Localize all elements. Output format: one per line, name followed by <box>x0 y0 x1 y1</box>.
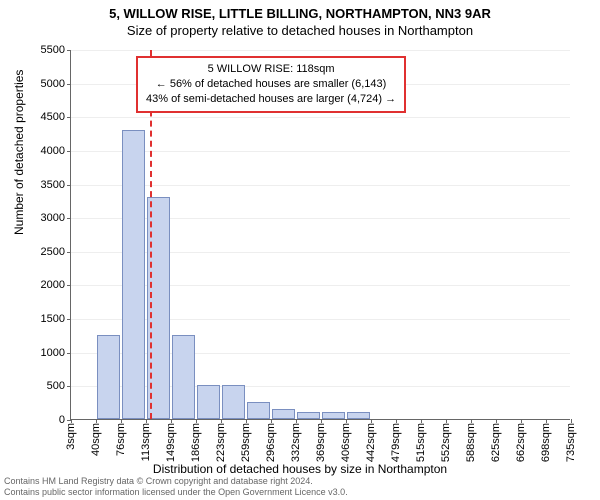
y-tick-mark <box>67 117 71 118</box>
gridline <box>71 50 570 51</box>
y-tick-label: 2500 <box>41 246 65 258</box>
x-tick-label: 113sqm <box>140 423 152 461</box>
x-tick-label: 149sqm <box>165 423 177 462</box>
y-tick-label: 500 <box>47 380 65 392</box>
histogram-bar <box>172 335 196 419</box>
info-box-line: 43% of semi-detached houses are larger (… <box>146 92 396 107</box>
y-tick-mark <box>67 84 71 85</box>
x-tick-label: 76sqm <box>115 423 127 456</box>
chart-title: 5, WILLOW RISE, LITTLE BILLING, NORTHAMP… <box>0 0 600 38</box>
histogram-bar <box>297 412 321 419</box>
y-tick-label: 5500 <box>41 44 65 56</box>
x-tick-label: 3sqm <box>65 423 77 450</box>
y-tick-label: 1000 <box>41 347 65 359</box>
plot-region: 0500100015002000250030003500400045005000… <box>70 50 570 420</box>
histogram-bar <box>97 335 121 419</box>
y-tick-label: 3000 <box>41 212 65 224</box>
title-line-1: 5, WILLOW RISE, LITTLE BILLING, NORTHAMP… <box>0 6 600 21</box>
y-tick-label: 5000 <box>41 78 65 90</box>
x-tick-label: 515sqm <box>415 423 427 462</box>
histogram-bar <box>347 412 371 419</box>
histogram-bar <box>247 402 271 419</box>
histogram-bar <box>272 409 296 419</box>
x-tick-label: 588sqm <box>465 423 477 462</box>
x-tick-label: 625sqm <box>490 423 502 462</box>
gridline <box>71 117 570 118</box>
info-box-line: ← 56% of detached houses are smaller (6,… <box>146 77 396 92</box>
x-axis-label: Distribution of detached houses by size … <box>0 462 600 476</box>
attribution-footer: Contains HM Land Registry data © Crown c… <box>4 476 348 498</box>
histogram-bar <box>122 130 146 419</box>
x-tick-label: 369sqm <box>315 423 327 462</box>
y-tick-mark <box>67 386 71 387</box>
y-tick-label: 4000 <box>41 145 65 157</box>
y-tick-mark <box>67 50 71 51</box>
x-tick-label: 735sqm <box>565 423 577 462</box>
title-line-2: Size of property relative to detached ho… <box>0 23 600 38</box>
x-tick-label: 406sqm <box>340 423 352 462</box>
y-tick-label: 2000 <box>41 279 65 291</box>
y-tick-mark <box>67 285 71 286</box>
y-tick-label: 4500 <box>41 111 65 123</box>
y-tick-mark <box>67 319 71 320</box>
y-axis-label: Number of detached properties <box>12 70 26 235</box>
x-tick-label: 662sqm <box>515 423 527 462</box>
gridline <box>71 185 570 186</box>
info-box: 5 WILLOW RISE: 118sqm← 56% of detached h… <box>136 56 406 113</box>
gridline <box>71 151 570 152</box>
footer-line-1: Contains HM Land Registry data © Crown c… <box>4 476 348 487</box>
y-tick-label: 3500 <box>41 179 65 191</box>
histogram-bar <box>322 412 346 419</box>
footer-line-2: Contains public sector information licen… <box>4 487 348 498</box>
x-tick-label: 442sqm <box>365 423 377 462</box>
y-tick-mark <box>67 353 71 354</box>
x-tick-label: 259sqm <box>240 423 252 462</box>
x-tick-label: 223sqm <box>215 423 227 462</box>
x-tick-label: 332sqm <box>290 423 302 462</box>
y-tick-mark <box>67 151 71 152</box>
x-tick-label: 698sqm <box>540 423 552 462</box>
x-tick-label: 40sqm <box>90 423 102 456</box>
y-tick-label: 1500 <box>41 313 65 325</box>
x-tick-label: 296sqm <box>265 423 277 462</box>
y-tick-mark <box>67 218 71 219</box>
x-tick-label: 186sqm <box>190 423 202 462</box>
y-tick-mark <box>67 185 71 186</box>
histogram-bar <box>222 385 246 419</box>
y-tick-mark <box>67 252 71 253</box>
histogram-chart: 0500100015002000250030003500400045005000… <box>70 50 570 420</box>
x-tick-label: 552sqm <box>440 423 452 462</box>
x-tick-label: 479sqm <box>390 423 402 462</box>
info-box-line: 5 WILLOW RISE: 118sqm <box>146 62 396 77</box>
histogram-bar <box>197 385 221 419</box>
